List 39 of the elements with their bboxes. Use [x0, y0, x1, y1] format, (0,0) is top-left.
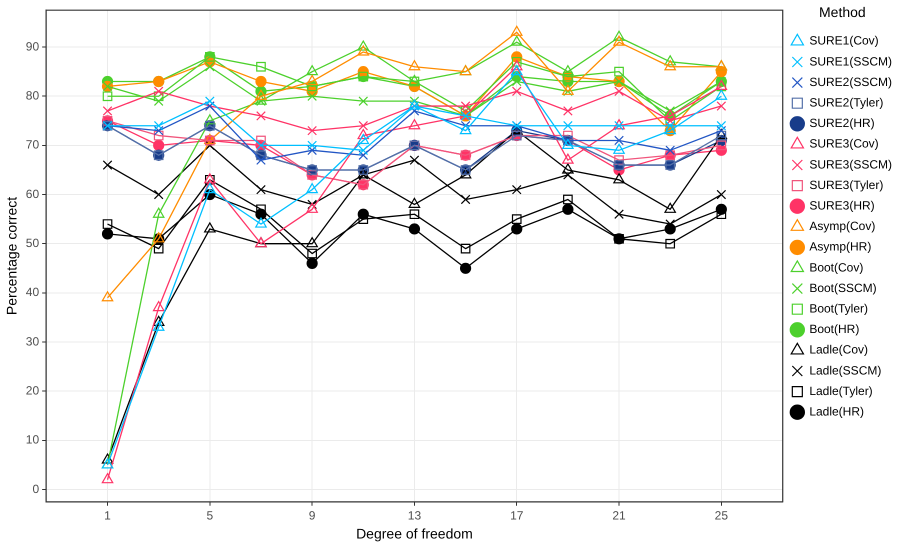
y-tick-label: 40 [26, 285, 40, 300]
y-tick-label: 30 [26, 334, 40, 348]
legend-label: Boot(Cov) [809, 260, 864, 274]
y-tick-label: 70 [26, 138, 40, 152]
legend-label: SURE3(Tyler) [809, 178, 884, 192]
legend-label: Ladle(Cov) [809, 342, 868, 357]
legend-label: SURE2(Tyler) [809, 96, 884, 110]
y-tick-label: 10 [26, 432, 40, 447]
legend-label: Boot(Tyler) [809, 302, 868, 316]
y-tick-label: 20 [26, 384, 40, 398]
y-tick-label: 0 [32, 482, 40, 496]
legend-label: SURE1(Cov) [809, 34, 879, 48]
legend-label: Ladle(Tyler) [809, 384, 873, 398]
y-tick-label: 60 [26, 186, 40, 201]
x-tick-label: 25 [714, 508, 728, 522]
x-tick-label: 13 [408, 508, 422, 522]
legend-label: Boot(HR) [809, 322, 860, 336]
legend-label: SURE2(SSCM) [809, 74, 892, 89]
x-tick-label: 17 [510, 508, 524, 522]
legend-label: SURE1(SSCM) [809, 54, 892, 68]
x-tick-label: 21 [612, 508, 626, 522]
x-tick-label: 1 [104, 508, 112, 522]
y-tick-label: 50 [26, 236, 40, 250]
x-tick-label: 5 [206, 508, 214, 522]
legend-title: Method [819, 4, 866, 20]
legend-label: Ladle(HR) [809, 404, 864, 419]
y-tick-label: 80 [26, 88, 40, 103]
x-tick-label: 9 [308, 508, 316, 522]
legend-label: Ladle(SSCM) [809, 363, 882, 378]
legend-label: SURE2(HR) [809, 116, 875, 130]
legend-label: SURE3(SSCM) [809, 157, 892, 172]
legend-label: Boot(SSCM) [809, 280, 877, 295]
y-tick-label: 90 [26, 39, 40, 54]
legend-label: Asymp(Cov) [809, 219, 876, 234]
legend-label: Asymp(HR) [809, 240, 872, 254]
y-axis-title: Percentage correct [3, 196, 20, 316]
x-axis-title: Degree of freedom [356, 525, 473, 542]
legend-label: SURE3(Cov) [809, 136, 879, 151]
legend-label: SURE3(HR) [809, 198, 875, 213]
